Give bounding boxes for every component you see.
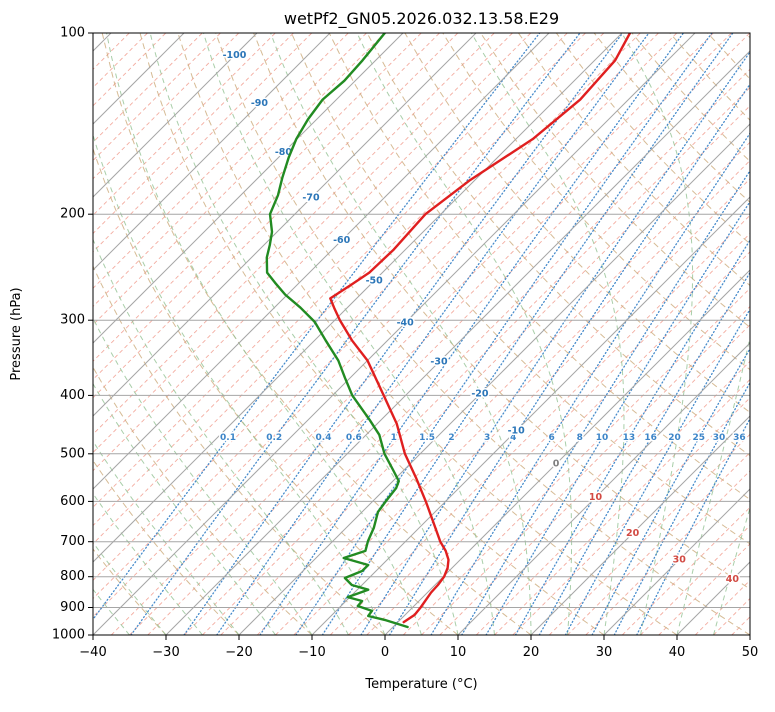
x-tick-label: −30 [152,645,179,660]
x-tick-label: 50 [742,645,759,660]
y-tick-label: 200 [60,207,85,222]
y-tick-label: 700 [60,534,85,549]
mixing-ratio-label: 0.4 [316,433,332,443]
x-tick-label: 30 [596,645,613,660]
x-tick-label: −20 [225,645,252,660]
x-tick-label: 40 [669,645,686,660]
y-tick-label: 600 [60,494,85,509]
y-tick-label: 800 [60,569,85,584]
y-tick-label: 900 [60,600,85,615]
mixing-ratio-label: 30 [713,433,726,443]
chart-title: wetPf2_GN05.2026.032.13.58.E29 [284,9,559,29]
mixing-ratio-label: 13 [623,433,636,443]
y-axis-label: Pressure (hPa) [9,287,24,380]
y-tick-label: 400 [60,388,85,403]
isotherm-label: -20 [471,389,489,400]
mixing-ratio-label: 16 [644,433,657,443]
x-tick-label: 20 [523,645,540,660]
isotherm-label: -90 [251,98,269,109]
mixing-ratio-label: 1 [391,433,397,443]
mixing-ratio-label: 36 [733,433,746,443]
isotherm-label: -10 [508,425,526,436]
isotherm-label: -30 [430,357,448,368]
mixing-ratio-label: 0.2 [266,433,282,443]
mixing-ratio-label: 2 [448,433,454,443]
mixing-ratio-label: 6 [548,433,554,443]
x-axis-label: Temperature (°C) [364,677,477,692]
y-tick-label: 300 [60,313,85,328]
mixing-ratio-label: 3 [484,433,490,443]
isotherm-label: 30 [673,554,687,565]
x-tick-label: −10 [298,645,325,660]
y-tick-label: 1000 [52,628,85,643]
isotherm-label: 40 [726,574,740,585]
isotherm-label: -50 [366,275,384,286]
y-tick-label: 500 [60,446,85,461]
mixing-ratio-label: 0.6 [346,433,362,443]
mixing-ratio-label: 10 [596,433,609,443]
x-tick-label: 10 [450,645,467,660]
isotherm-label: 10 [589,492,603,503]
x-tick-label: 0 [381,645,389,660]
isotherm-label: 0 [553,459,560,470]
mixing-ratio-label: 0.1 [220,433,236,443]
isotherm-label: -40 [397,317,415,328]
mixing-ratio-label: 20 [668,433,681,443]
isotherm-label: 20 [626,528,640,539]
x-tick-label: −40 [79,645,106,660]
mixing-ratio-label: 25 [693,433,706,443]
mixing-ratio-label: 1.5 [419,433,435,443]
mixing-ratio-label: 8 [577,433,583,443]
isotherm-label: -70 [302,193,320,204]
isotherm-label: -60 [333,235,351,246]
y-tick-label: 100 [60,26,85,41]
isotherm-label: -100 [223,50,247,61]
